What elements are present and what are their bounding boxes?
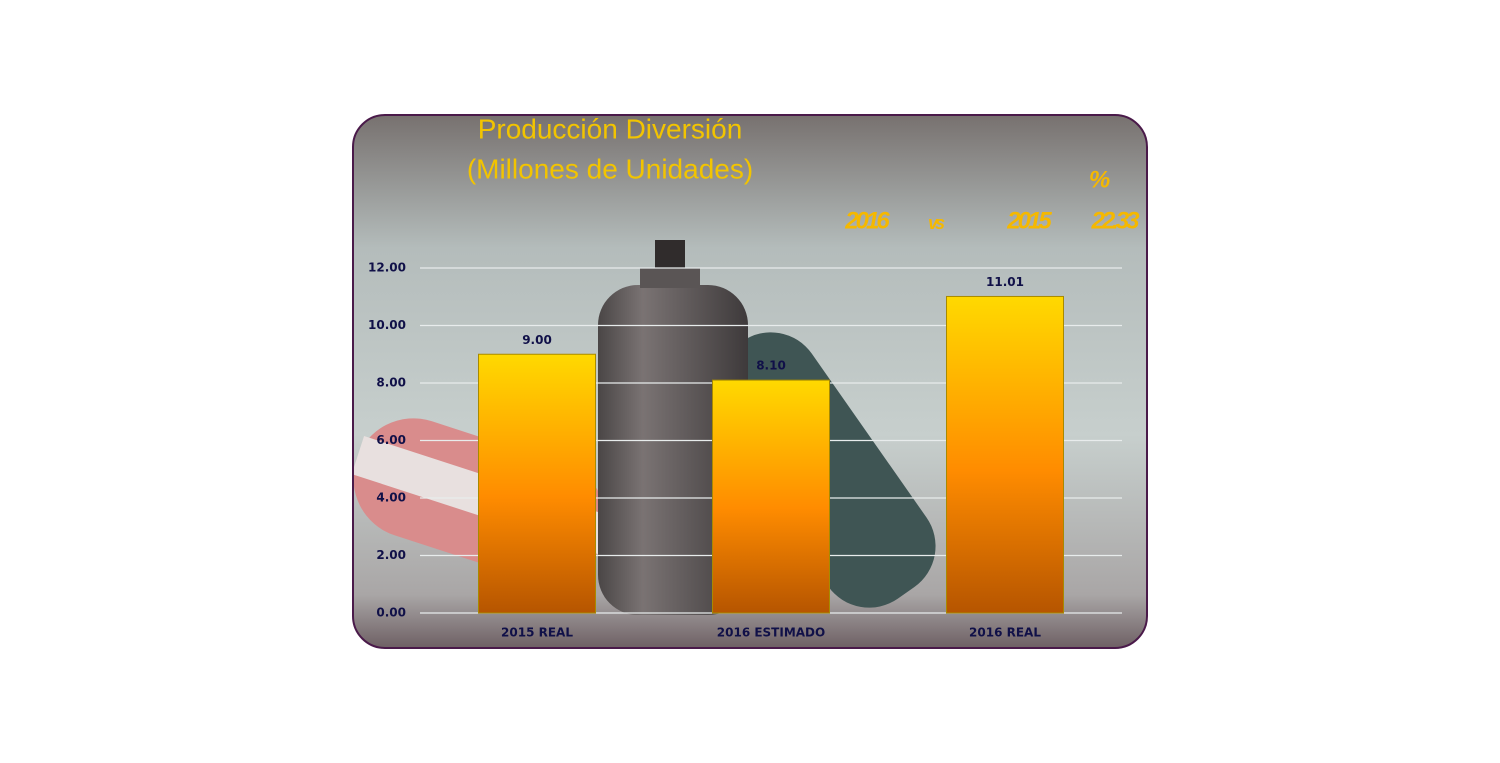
- y-tick-label: 0.00: [376, 606, 406, 620]
- annotation: 2015: [1006, 207, 1052, 234]
- y-tick-label: 10.00: [368, 318, 406, 332]
- y-tick-label: 2.00: [376, 548, 406, 562]
- can-cap: [640, 268, 700, 288]
- y-tick-label: 6.00: [376, 433, 406, 447]
- chart-subtitle: (Millones de Unidades): [467, 153, 753, 184]
- bar: [712, 379, 830, 614]
- value-label: 11.01: [986, 275, 1024, 289]
- bar: [946, 295, 1064, 614]
- y-tick-label: 4.00: [376, 491, 406, 505]
- annotation: %: [1089, 166, 1110, 193]
- x-tick-label: 2016 ESTIMADO: [717, 626, 825, 640]
- x-tick-label: 2016 REAL: [969, 626, 1041, 640]
- panel-border: [352, 114, 1148, 649]
- annotation: 22.33: [1090, 207, 1140, 234]
- value-label: 8.10: [756, 359, 786, 373]
- can-gray: [598, 285, 748, 615]
- value-label: 9.00: [522, 333, 552, 347]
- x-tick-label: 2015 REAL: [501, 626, 573, 640]
- bar: [478, 353, 596, 614]
- annotation: 2016: [844, 207, 890, 234]
- y-tick-label: 8.00: [376, 376, 406, 390]
- can-nozzle: [655, 240, 685, 270]
- y-tick-label: 12.00: [368, 261, 406, 275]
- chart-title: Producción Diversión: [478, 113, 743, 144]
